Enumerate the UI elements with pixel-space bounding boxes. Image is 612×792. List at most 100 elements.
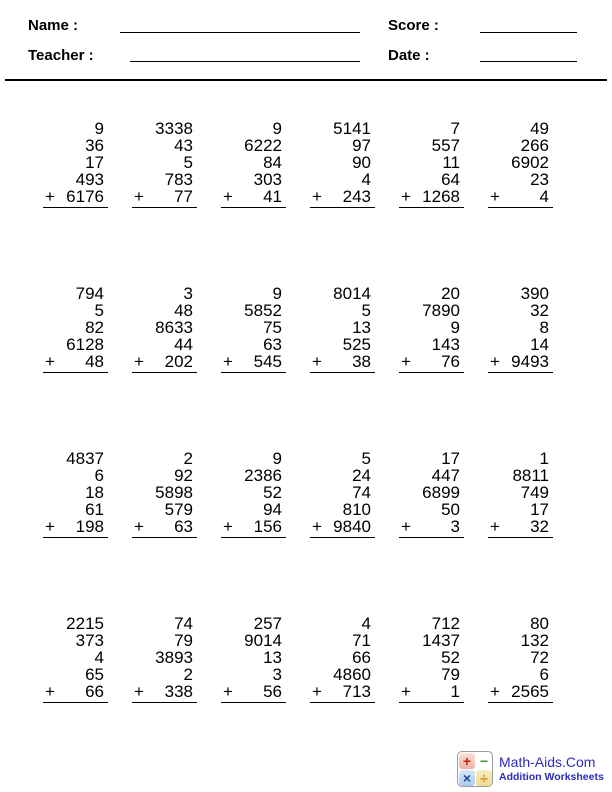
- addition-problem: 2 92 5898 579 + 63: [132, 450, 197, 538]
- addend: 17: [530, 500, 549, 519]
- addend: 2565: [511, 682, 549, 701]
- addend: 50: [441, 500, 460, 519]
- addend-stack: 4837 6 18 61: [43, 450, 108, 518]
- operator-row: + 1268: [399, 188, 464, 205]
- addend: 44: [174, 335, 193, 354]
- addition-problem: 3338 43 5 783 + 77: [132, 120, 197, 208]
- times-icon: ×: [459, 770, 475, 786]
- addend: 63: [174, 517, 193, 536]
- plus-operator: +: [401, 517, 411, 536]
- addend: 783: [164, 170, 193, 189]
- plus-operator: +: [312, 352, 322, 371]
- addend: 5: [183, 153, 193, 172]
- addend: 794: [75, 284, 104, 303]
- addend: 493: [75, 170, 104, 189]
- addend: 5: [361, 449, 371, 468]
- operator-row: + 338: [132, 683, 197, 700]
- addend: 3338: [155, 119, 193, 138]
- addend: 390: [520, 284, 549, 303]
- addend: 13: [263, 648, 282, 667]
- addend: 132: [520, 631, 549, 650]
- plus-operator: +: [134, 352, 144, 371]
- addend: 338: [164, 682, 193, 701]
- addition-problem: 9 6222 84 303 + 41: [221, 120, 286, 208]
- plus-operator: +: [490, 517, 500, 536]
- plus-operator: +: [312, 517, 322, 536]
- addition-problem: 794 5 82 6128 + 48: [43, 285, 108, 373]
- operator-row: + 76: [399, 353, 464, 370]
- addend: 9014: [244, 631, 282, 650]
- addend: 6222: [244, 136, 282, 155]
- addend: 49: [530, 119, 549, 138]
- addend-stack: 2 92 5898 579: [132, 450, 197, 518]
- addend: 7890: [422, 301, 460, 320]
- addend: 8811: [512, 466, 549, 485]
- operator-row: + 2565: [488, 683, 553, 700]
- addend: 94: [263, 500, 282, 519]
- addend: 303: [253, 170, 282, 189]
- addend: 5898: [155, 483, 193, 502]
- addend: 79: [174, 631, 193, 650]
- addend: 23: [530, 170, 549, 189]
- plus-operator: +: [134, 682, 144, 701]
- score-input-line[interactable]: [480, 32, 577, 33]
- addend-stack: 5 24 74 810: [310, 450, 375, 518]
- addend: 373: [75, 631, 104, 650]
- operator-row: + 48: [43, 353, 108, 370]
- operator-row: + 198: [43, 518, 108, 535]
- addend-stack: 49 266 6902 23: [488, 120, 553, 188]
- teacher-input-line[interactable]: [130, 61, 360, 62]
- operator-row: + 9493: [488, 353, 553, 370]
- addend: 9: [272, 449, 282, 468]
- addition-problem: 9 5852 75 63 + 545: [221, 285, 286, 373]
- addend: 76: [441, 352, 460, 371]
- addend: 5: [361, 301, 371, 320]
- addend: 9840: [333, 517, 371, 536]
- plus-operator: +: [45, 517, 55, 536]
- addend: 4: [361, 614, 371, 633]
- addend: 41: [263, 187, 282, 206]
- addition-problem: 7 557 11 64 + 1268: [399, 120, 464, 208]
- operator-row: + 9840: [310, 518, 375, 535]
- addition-problem: 3 48 8633 44 + 202: [132, 285, 197, 373]
- addend: 18: [85, 483, 104, 502]
- plus-icon: +: [459, 753, 475, 769]
- plus-operator: +: [45, 352, 55, 371]
- math-aids-link[interactable]: Math-Aids.Com: [499, 754, 596, 770]
- addend: 6: [539, 665, 549, 684]
- addend-stack: 3 48 8633 44: [132, 285, 197, 353]
- addend: 9: [450, 318, 460, 337]
- addend: 9: [272, 119, 282, 138]
- date-input-line[interactable]: [480, 61, 577, 62]
- addend: 17: [85, 153, 104, 172]
- plus-operator: +: [223, 187, 233, 206]
- name-input-line[interactable]: [120, 32, 360, 33]
- addend: 4: [539, 187, 549, 206]
- addend: 2: [183, 665, 193, 684]
- operator-row: + 41: [221, 188, 286, 205]
- addend-stack: 9 5852 75 63: [221, 285, 286, 353]
- operator-row: + 1: [399, 683, 464, 700]
- plus-operator: +: [223, 352, 233, 371]
- operator-row: + 56: [221, 683, 286, 700]
- addend: 43: [174, 136, 193, 155]
- addend-stack: 9 2386 52 94: [221, 450, 286, 518]
- addend: 198: [75, 517, 104, 536]
- addend-stack: 7 557 11 64: [399, 120, 464, 188]
- addend: 92: [174, 466, 193, 485]
- addend-stack: 8014 5 13 525: [310, 285, 375, 353]
- addition-problem: 20 7890 9 143 + 76: [399, 285, 464, 373]
- plus-operator: +: [134, 187, 144, 206]
- addend: 4860: [333, 665, 371, 684]
- addend: 4: [361, 170, 371, 189]
- addend: 71: [352, 631, 371, 650]
- addend: 712: [431, 614, 460, 633]
- addend: 202: [164, 352, 193, 371]
- addend: 9: [94, 119, 104, 138]
- addend: 8: [539, 318, 549, 337]
- addition-problem: 257 9014 13 3 + 56: [221, 615, 286, 703]
- addend: 32: [530, 301, 549, 320]
- addend: 156: [253, 517, 282, 536]
- addend: 1268: [422, 187, 460, 206]
- minus-icon: −: [479, 753, 489, 769]
